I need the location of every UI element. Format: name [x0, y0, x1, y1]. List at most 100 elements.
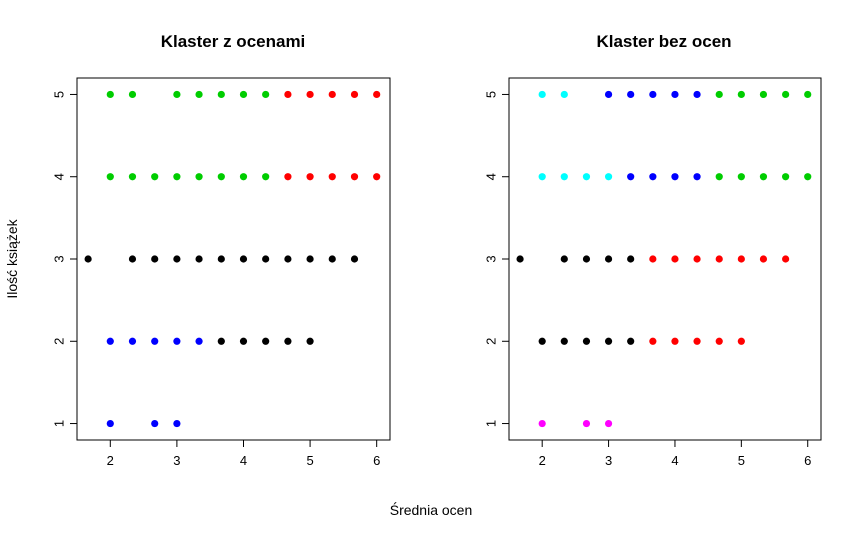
- x-tick-label: 2: [539, 453, 546, 468]
- data-point-black: [262, 337, 270, 345]
- data-point-green: [759, 90, 768, 99]
- data-point-black: [516, 255, 524, 263]
- data-point-blue: [195, 337, 203, 345]
- data-point-black: [239, 255, 248, 263]
- data-point-cyan: [538, 173, 546, 181]
- data-point-red: [737, 337, 745, 345]
- data-point-red: [284, 90, 292, 99]
- data-point-black: [284, 337, 292, 345]
- data-point-blue: [649, 173, 657, 181]
- x-tick-label: 3: [173, 453, 180, 468]
- data-point-blue: [693, 173, 701, 181]
- data-point-red: [373, 90, 381, 99]
- data-point-red: [328, 90, 336, 99]
- data-point-black: [604, 255, 613, 263]
- data-point-red: [715, 337, 723, 345]
- x-tick-label: 5: [306, 453, 313, 468]
- data-point-magenta: [604, 419, 613, 428]
- data-point-green: [173, 173, 181, 181]
- data-point-black: [560, 255, 568, 263]
- data-point-black: [151, 255, 159, 263]
- data-point-green: [195, 173, 203, 181]
- x-tick-label: 2: [107, 453, 114, 468]
- x-tick-label: 3: [605, 453, 612, 468]
- data-point-red: [350, 173, 359, 181]
- panel-with-ratings: Klaster z ocenami 2 3 4 5 6 1 2 3 4 5: [52, 32, 391, 468]
- chart-title: Klaster bez ocen: [596, 32, 731, 51]
- y-tick-label: 1: [484, 420, 499, 427]
- data-point-magenta: [538, 419, 546, 428]
- data-point-black: [604, 337, 613, 345]
- data-point-red: [649, 255, 657, 263]
- data-point-cyan: [582, 173, 591, 181]
- data-point-red: [693, 255, 701, 263]
- data-point-blue: [128, 337, 137, 345]
- data-point-green: [173, 90, 181, 99]
- data-point-blue: [671, 173, 679, 181]
- data-point-blue: [649, 90, 657, 99]
- data-point-green: [715, 173, 723, 181]
- data-point-black: [627, 337, 635, 345]
- data-point-red: [759, 255, 768, 263]
- data-point-red: [350, 90, 359, 99]
- data-point-cyan: [560, 90, 568, 99]
- data-point-red: [284, 173, 292, 181]
- data-point-green: [239, 90, 248, 99]
- y-tick-label: 5: [484, 91, 499, 98]
- data-point-green: [759, 173, 768, 181]
- y-tick-label: 4: [484, 173, 499, 180]
- data-point-green: [106, 173, 114, 181]
- data-point-black: [582, 337, 591, 345]
- data-point-red: [306, 173, 314, 181]
- data-point-blue: [173, 419, 181, 428]
- data-point-green: [217, 90, 225, 99]
- data-point-black: [217, 337, 225, 345]
- data-point-green: [737, 173, 745, 181]
- data-point-blue: [693, 90, 701, 99]
- y-tick-label: 3: [52, 255, 67, 262]
- data-point-blue: [173, 337, 181, 345]
- data-point-green: [804, 90, 812, 99]
- y-tick-label: 2: [52, 338, 67, 345]
- data-point-red: [373, 173, 381, 181]
- data-point-black: [128, 255, 137, 263]
- data-point-green: [804, 173, 812, 181]
- data-point-black: [239, 337, 248, 345]
- y-tick-label: 1: [52, 420, 67, 427]
- data-point-cyan: [560, 173, 568, 181]
- y-tick-label: 5: [52, 91, 67, 98]
- data-point-black: [306, 255, 314, 263]
- data-point-red: [693, 337, 701, 345]
- data-point-green: [151, 173, 159, 181]
- data-point-green: [737, 90, 745, 99]
- data-point-black: [84, 255, 92, 263]
- x-tick-label: 6: [804, 453, 811, 468]
- data-point-black: [262, 255, 270, 263]
- data-point-cyan: [538, 90, 546, 99]
- data-point-green: [128, 173, 137, 181]
- x-axis-label: Średnia ocen: [390, 501, 473, 518]
- y-axis-label: Ilość książek: [4, 218, 20, 298]
- data-point-black: [195, 255, 203, 263]
- data-point-black: [284, 255, 292, 263]
- data-point-blue: [671, 90, 679, 99]
- data-point-blue: [151, 419, 159, 428]
- x-tick-label: 6: [373, 453, 380, 468]
- y-tick-label: 4: [52, 173, 67, 180]
- data-point-black: [217, 255, 225, 263]
- data-point-black: [350, 255, 359, 263]
- data-point-green: [128, 90, 137, 99]
- data-point-red: [306, 90, 314, 99]
- data-point-black: [560, 337, 568, 345]
- chart-title: Klaster z ocenami: [161, 32, 306, 51]
- data-point-green: [217, 173, 225, 181]
- data-point-green: [715, 90, 723, 99]
- x-tick-label: 4: [240, 453, 247, 468]
- data-point-green: [782, 90, 790, 99]
- data-point-blue: [106, 337, 114, 345]
- data-point-blue: [627, 173, 635, 181]
- data-point-red: [715, 255, 723, 263]
- data-point-black: [173, 255, 181, 263]
- x-tick-label: 4: [671, 453, 678, 468]
